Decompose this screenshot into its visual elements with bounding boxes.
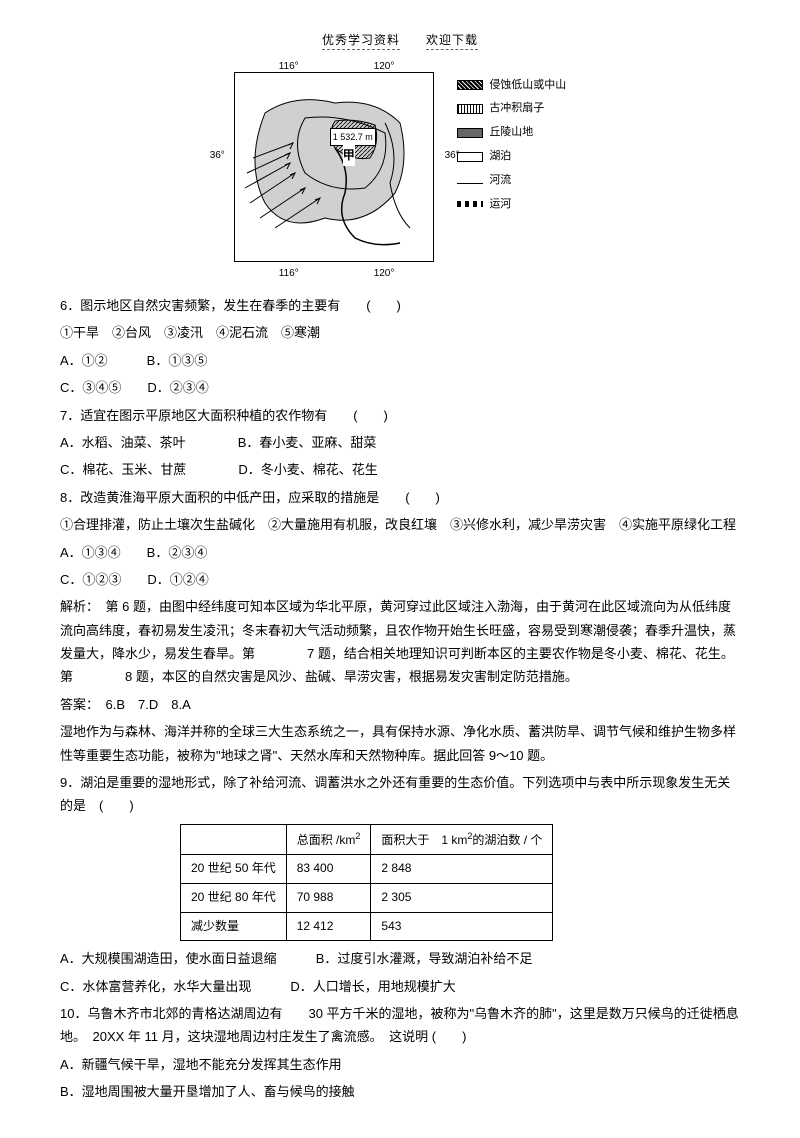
legend-sym-1 — [457, 80, 483, 90]
table-row: 20 世纪 50 年代 83 400 2 848 — [181, 855, 553, 884]
region-label: 甲 — [343, 145, 355, 167]
wetland-intro: 湿地作为与森林、海洋并称的全球三大生态系统之一，具有保持水源、净化水质、蓄洪防旱… — [60, 720, 740, 767]
q6-stem: 6．图示地区自然灾害频繁，发生在春季的主要有 ( ) — [60, 294, 740, 317]
q10-stem: 10．乌鲁木齐市北郊的青格达湖周边有 30 平方千米的湿地，被称为"乌鲁木齐的肺… — [60, 1002, 740, 1049]
page-header: 优秀学习资料 欢迎下载 — [60, 30, 740, 52]
th-blank — [181, 824, 287, 855]
q7-a: A．水稻、油菜、茶叶 — [60, 435, 186, 450]
q7-line2: C．棉花、玉米、甘蔗 D．冬小麦、棉花、花生 — [60, 458, 740, 481]
legend-sym-3 — [457, 128, 483, 138]
map-legend: 侵蚀低山或中山 古冲积扇子 丘陵山地 湖泊 河流 运河 — [457, 72, 566, 219]
q8-ab: A．①③④ B．②③④ — [60, 541, 740, 564]
legend-label-1: 侵蚀低山或中山 — [489, 76, 566, 96]
r3c3: 543 — [371, 912, 553, 941]
analysis-text: 第 6 题，由图中经纬度可知本区域为华北平原，黄河穿过此区域注入渤海，由于黄河在… — [60, 599, 736, 684]
q6-ab: A．①② B．①③⑤ — [60, 349, 740, 372]
q9-line2: C．水体富营养化，水华大量出现 D．人口增长，用地规模扩大 — [60, 975, 740, 998]
q8-options-nums: ①合理排灌，防止土壤次生盐碱化 ②大量施用有机服，改良红壤 ③兴修水利，减少旱涝… — [60, 513, 740, 536]
coord-lon2-bot: 120° — [374, 265, 395, 283]
r2c1: 20 世纪 80 年代 — [181, 883, 287, 912]
coord-lat-right: 36° — [445, 147, 460, 165]
q6-cd: C．③④⑤ D．②③④ — [60, 376, 740, 399]
coord-lat-left: 36° — [210, 147, 225, 165]
th-area: 总面积 /km2 — [286, 824, 371, 855]
q10-a: A．新疆气候干旱，湿地不能充分发挥其生态作用 — [60, 1053, 740, 1076]
r1c1: 20 世纪 50 年代 — [181, 855, 287, 884]
legend-label-2: 古冲积扇子 — [489, 99, 544, 119]
q10-b: B．湿地周围被大量开垦增加了人、畜与候鸟的接触 — [60, 1080, 740, 1103]
header-right: 欢迎下载 — [426, 33, 478, 50]
legend-sym-6 — [457, 201, 483, 207]
q9-line1: A．大规模围湖造田，使水面日益退缩 B．过度引水灌溉，导致湖泊补给不足 — [60, 947, 740, 970]
r2c2: 70 988 — [286, 883, 371, 912]
q8-cd: C．①②③ D．①②④ — [60, 568, 740, 591]
header-left: 优秀学习资料 — [322, 33, 400, 50]
q7-b: B．春小麦、亚麻、甜菜 — [238, 435, 377, 450]
q9-b: B．过度引水灌溉，导致湖泊补给不足 — [316, 951, 533, 966]
legend-sym-2 — [457, 104, 483, 114]
answer-line: 答案： 6.B 7.D 8.A — [60, 693, 740, 716]
r3c1: 减少数量 — [181, 912, 287, 941]
table-row: 减少数量 12 412 543 — [181, 912, 553, 941]
q6-options-nums: ①干旱 ②台风 ③凌汛 ④泥石流 ⑤寒潮 — [60, 321, 740, 344]
th-count: 面积大于 1 km2的湖泊数 / 个 — [371, 824, 553, 855]
analysis: 解析： 第 6 题，由图中经纬度可知本区域为华北平原，黄河穿过此区域注入渤海，由… — [60, 595, 740, 689]
peak-label: 1 532.7 m — [330, 128, 376, 146]
map-figure: 1 532.7 m 甲 — [234, 72, 434, 262]
q9-c: C．水体富营养化，水华大量出现 — [60, 979, 251, 994]
analysis-label: 解析： — [60, 599, 93, 614]
legend-sym-5 — [457, 183, 483, 184]
legend-label-5: 河流 — [489, 171, 511, 191]
q9-stem: 9．湖泊是重要的湿地形式，除了补给河流、调蓄洪水之外还有重要的生态价值。下列选项… — [60, 771, 740, 818]
q9-d: D．人口增长，用地规模扩大 — [290, 979, 455, 994]
figure-container: 116° 120° 36° 36° 116° 120° — [60, 72, 740, 269]
legend-label-6: 运河 — [489, 195, 511, 215]
q9-a: A．大规模围湖造田，使水面日益退缩 — [60, 951, 277, 966]
q7-c: C．棉花、玉米、甘蔗 — [60, 462, 186, 477]
q7-stem: 7．适宜在图示平原地区大面积种植的农作物有 ( ) — [60, 404, 740, 427]
legend-sym-4 — [457, 152, 483, 162]
lake-table: 总面积 /km2 面积大于 1 km2的湖泊数 / 个 20 世纪 50 年代 … — [180, 824, 553, 941]
legend-label-3: 丘陵山地 — [489, 123, 533, 143]
q7-line1: A．水稻、油菜、茶叶 B．春小麦、亚麻、甜菜 — [60, 431, 740, 454]
legend-label-4: 湖泊 — [489, 147, 511, 167]
coord-lon1-bot: 116° — [279, 265, 299, 283]
q8-stem: 8．改造黄淮海平原大面积的中低产田，应采取的措施是 ( ) — [60, 486, 740, 509]
r1c2: 83 400 — [286, 855, 371, 884]
r2c3: 2 305 — [371, 883, 553, 912]
table-row: 20 世纪 80 年代 70 988 2 305 — [181, 883, 553, 912]
r1c3: 2 848 — [371, 855, 553, 884]
q7-d: D．冬小麦、棉花、花生 — [238, 462, 377, 477]
r3c2: 12 412 — [286, 912, 371, 941]
